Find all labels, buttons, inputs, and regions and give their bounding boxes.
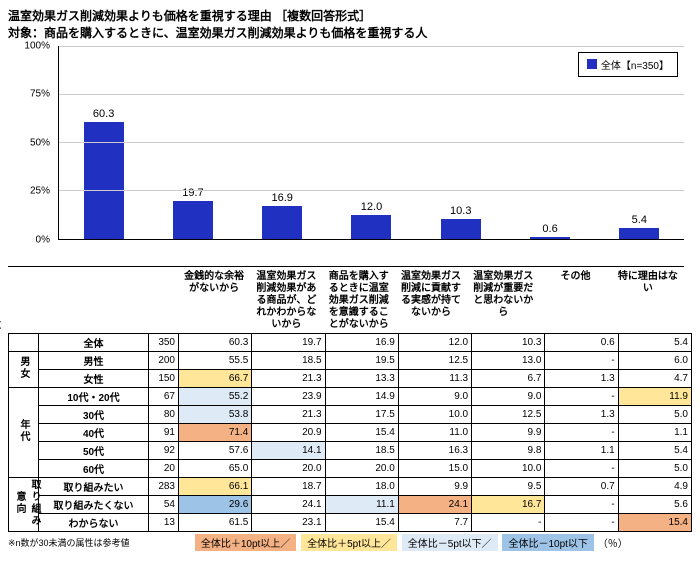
chart-legend: 全体【n=350】 [578,52,678,77]
category-labels: 金銭的な余裕がないから温室効果ガス削減効果がある商品が、どれかわからないから商品… [178,266,684,333]
n-column-header: n数 [0,316,8,331]
bar-chart: 0%25%50%75%100% 60.319.716.912.010.30.65… [8,46,692,266]
chart-title: 温室効果ガス削減効果よりも価格を重視する理由 ［複数回答形式］ 対象：商品を購入… [8,8,692,42]
data-table: 全体35060.319.716.912.010.30.65.4男女男性20055… [8,333,692,532]
y-axis: 0%25%50%75%100% [8,46,54,240]
footnote: ※n数が30未満の属性は参考値 [8,536,130,549]
color-legend: 全体比＋10pt以上／ 全体比＋5pt以上／ 全体比－5pt以下／ 全体比－10… [130,534,692,551]
